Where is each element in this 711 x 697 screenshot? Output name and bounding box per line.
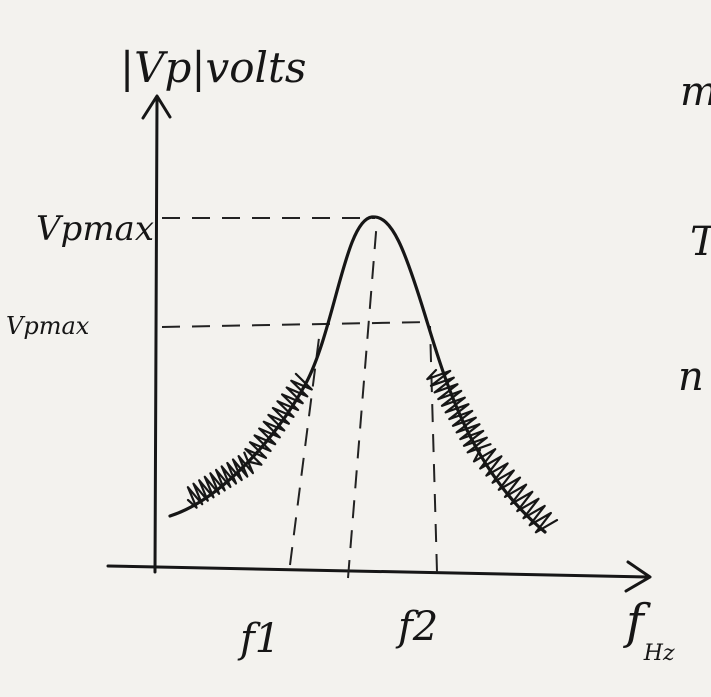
frequency-label: f1 (237, 616, 280, 662)
level-label: Vpmax (36, 209, 154, 249)
frequency-label: f2 (395, 604, 438, 650)
y-axis (155, 100, 157, 572)
margin-text: m (680, 69, 711, 115)
level-label: Vpmax (6, 312, 90, 340)
paper (0, 0, 711, 697)
diagram: |Vp|volts Vpmax Vpmax f1 f2 fHz m T n (0, 0, 711, 697)
y-axis-label: |Vp|volts (120, 43, 306, 92)
x-axis-unit: Hz (643, 641, 675, 666)
margin-text: n (678, 354, 704, 400)
margin-text: T (690, 219, 711, 265)
